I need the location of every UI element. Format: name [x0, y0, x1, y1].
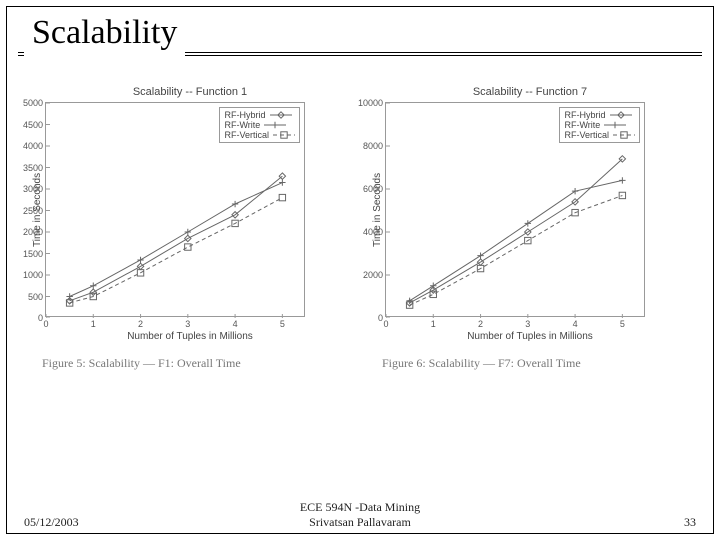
chart-legend: RF-HybridRF-WriteRF-Vertical [559, 107, 640, 143]
legend-row: RF-Vertical [564, 130, 635, 140]
x-axis-label: Number of Tuples in Millions [30, 331, 350, 342]
y-axis-label: Time in Seconds [370, 102, 385, 317]
chart-title: Scalability -- Function 7 [370, 86, 690, 98]
legend-row: RF-Hybrid [564, 110, 635, 120]
footer-page: 33 [616, 515, 696, 530]
legend-row: RF-Write [224, 120, 295, 130]
slide-title: Scalability [32, 14, 177, 52]
charts-row: Scalability -- Function 1 Time in Second… [30, 86, 690, 371]
chart-title: Scalability -- Function 1 [30, 86, 350, 98]
footer: 05/12/2003 ECE 594N -Data Mining Srivats… [24, 500, 696, 530]
footer-center: ECE 594N -Data Mining Srivatsan Pallavar… [104, 500, 616, 530]
legend-row: RF-Vertical [224, 130, 295, 140]
chart-legend: RF-HybridRF-WriteRF-Vertical [219, 107, 300, 143]
chart-caption: Figure 5: Scalability — F1: Overall Time [42, 356, 350, 371]
title-box: Scalability [24, 14, 185, 58]
legend-row: RF-Hybrid [224, 110, 295, 120]
x-axis-label: Number of Tuples in Millions [370, 331, 690, 342]
chart-plot: RF-HybridRF-WriteRF-Vertical 02000400060… [385, 102, 645, 317]
legend-row: RF-Write [564, 120, 635, 130]
chart-plot: RF-HybridRF-WriteRF-Vertical 05001000150… [45, 102, 305, 317]
footer-author: Srivatsan Pallavaram [104, 515, 616, 530]
footer-course: ECE 594N -Data Mining [104, 500, 616, 515]
chart-panel: Scalability -- Function 7 Time in Second… [370, 86, 690, 371]
footer-date: 05/12/2003 [24, 515, 104, 530]
chart-caption: Figure 6: Scalability — F7: Overall Time [382, 356, 690, 371]
chart-panel: Scalability -- Function 1 Time in Second… [30, 86, 350, 371]
